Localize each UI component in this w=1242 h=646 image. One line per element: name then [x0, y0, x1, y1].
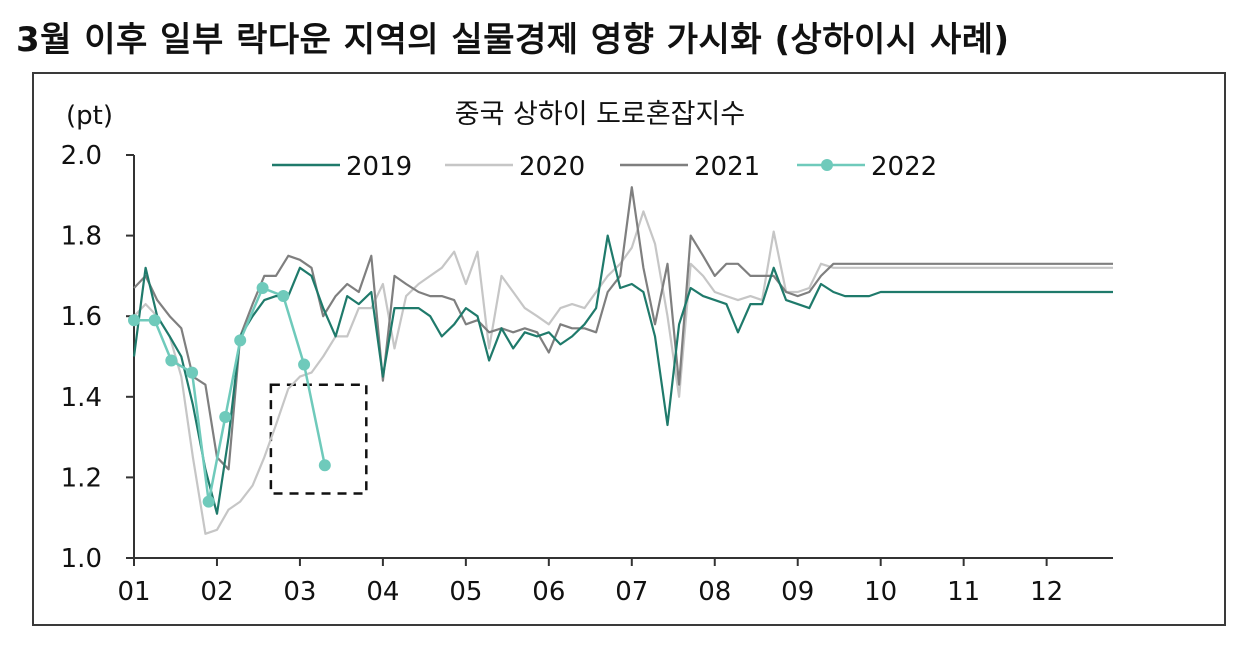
series-line-2019	[132, 234, 1113, 515]
x-tick-label: 08	[698, 577, 731, 607]
x-tick-label: 04	[366, 577, 399, 607]
x-tick-label: 12	[1030, 577, 1063, 607]
axes: 1.0 1.2 1.4 1.6 1.8 2.0 01 02 03 04 05 06 07 08 09 10 11…	[61, 141, 1113, 607]
y-tick-label: 1.0	[61, 544, 102, 574]
data-point-2022	[219, 410, 232, 423]
y-tick-label: 1.2	[61, 463, 102, 493]
data-point-2022	[234, 334, 247, 347]
series-line-2021	[133, 186, 1113, 471]
series-group	[128, 186, 1113, 535]
y-tick-label: 1.8	[61, 222, 102, 252]
y-tick-label: 1.6	[61, 302, 102, 332]
x-tick-label: 06	[532, 577, 565, 607]
y-unit-label: (pt)	[66, 101, 113, 131]
x-tick-label: 10	[864, 577, 897, 607]
data-point-2022	[128, 314, 140, 327]
x-tick-label: 09	[781, 577, 814, 607]
legend-label-2021: 2021	[694, 152, 760, 182]
data-point-2022	[165, 354, 178, 367]
legend-label-2019: 2019	[346, 152, 412, 182]
x-tick-label: 07	[615, 577, 648, 607]
data-point-2022	[298, 358, 311, 371]
chart-title: 중국 상하이 도로혼잡지수	[455, 99, 745, 130]
data-point-2022	[256, 281, 269, 294]
page-title: 3월 이후 일부 락다운 지역의 실물경제 영향 가시화 (상하이시 사례)	[16, 20, 1010, 60]
data-point-2022	[202, 495, 215, 508]
data-point-2022	[318, 459, 331, 472]
data-point-2022	[148, 314, 161, 327]
x-tick-label: 11	[947, 577, 980, 607]
x-tick-label: 03	[283, 577, 316, 607]
legend: 2019 2020 2021 2022	[272, 152, 937, 182]
series-line-2020	[133, 210, 1113, 535]
y-tick-label: 1.4	[61, 383, 102, 413]
x-tick-label: 05	[449, 577, 482, 607]
legend-label-2020: 2020	[519, 152, 585, 182]
legend-label-2022: 2022	[871, 152, 937, 182]
legend-marker-2022	[821, 159, 833, 171]
data-point-2022	[277, 290, 290, 303]
x-tick-label: 01	[117, 577, 150, 607]
chart-frame	[32, 72, 1226, 626]
y-tick-label: 2.0	[61, 141, 102, 171]
x-tick-label: 02	[200, 577, 233, 607]
data-point-2022	[186, 366, 199, 379]
